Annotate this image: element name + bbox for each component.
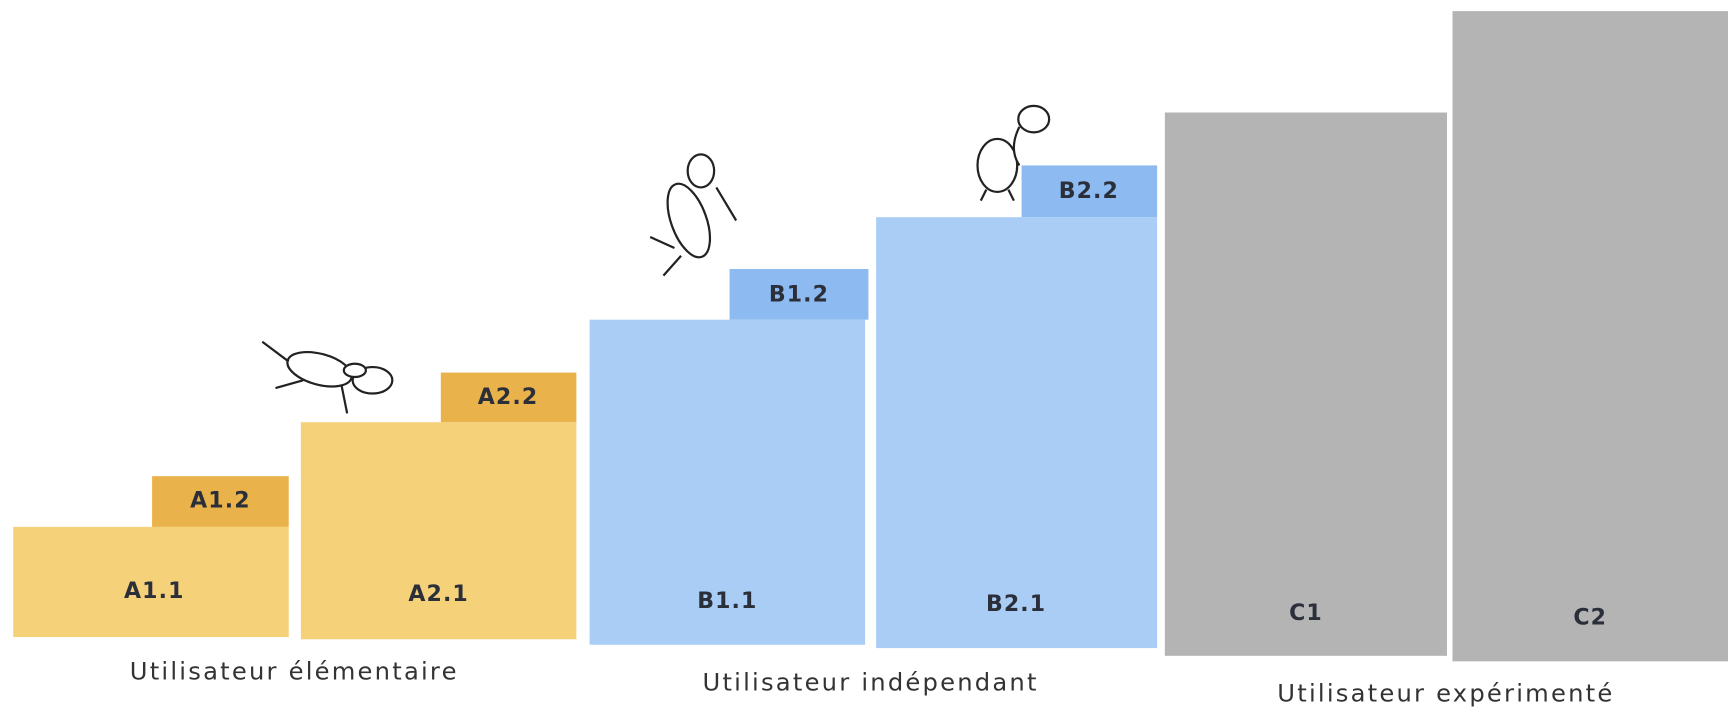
group-label: Utilisateur expérimenté: [1277, 678, 1614, 707]
level-label: A2.2: [478, 385, 539, 410]
level-label: B1.1: [697, 589, 757, 614]
level-label: A2.1: [408, 582, 469, 607]
level-label: B2.1: [986, 592, 1046, 617]
level-block: [1452, 11, 1728, 661]
level-label: A1.1: [124, 579, 185, 604]
dog-icon: [650, 154, 736, 275]
level-block: [1165, 113, 1447, 656]
group-label: Utilisateur indépendant: [703, 667, 1039, 696]
level-label: B2.2: [1059, 179, 1119, 204]
level-label: A1.2: [190, 489, 251, 514]
level-label: B1.2: [769, 282, 829, 307]
dog-icon: [262, 342, 392, 414]
level-diagram: A1.1 A1.2 A2.1 A2.2 B1.1 B1.2 B2.1 B2.2 …: [0, 0, 1728, 711]
page: {"groups": [ {"label": "Utilisateur élém…: [0, 0, 1728, 711]
group-label: Utilisateur élémentaire: [130, 656, 459, 685]
level-label: C2: [1573, 605, 1607, 630]
level-block: [876, 217, 1157, 648]
level-label: C1: [1289, 601, 1323, 626]
